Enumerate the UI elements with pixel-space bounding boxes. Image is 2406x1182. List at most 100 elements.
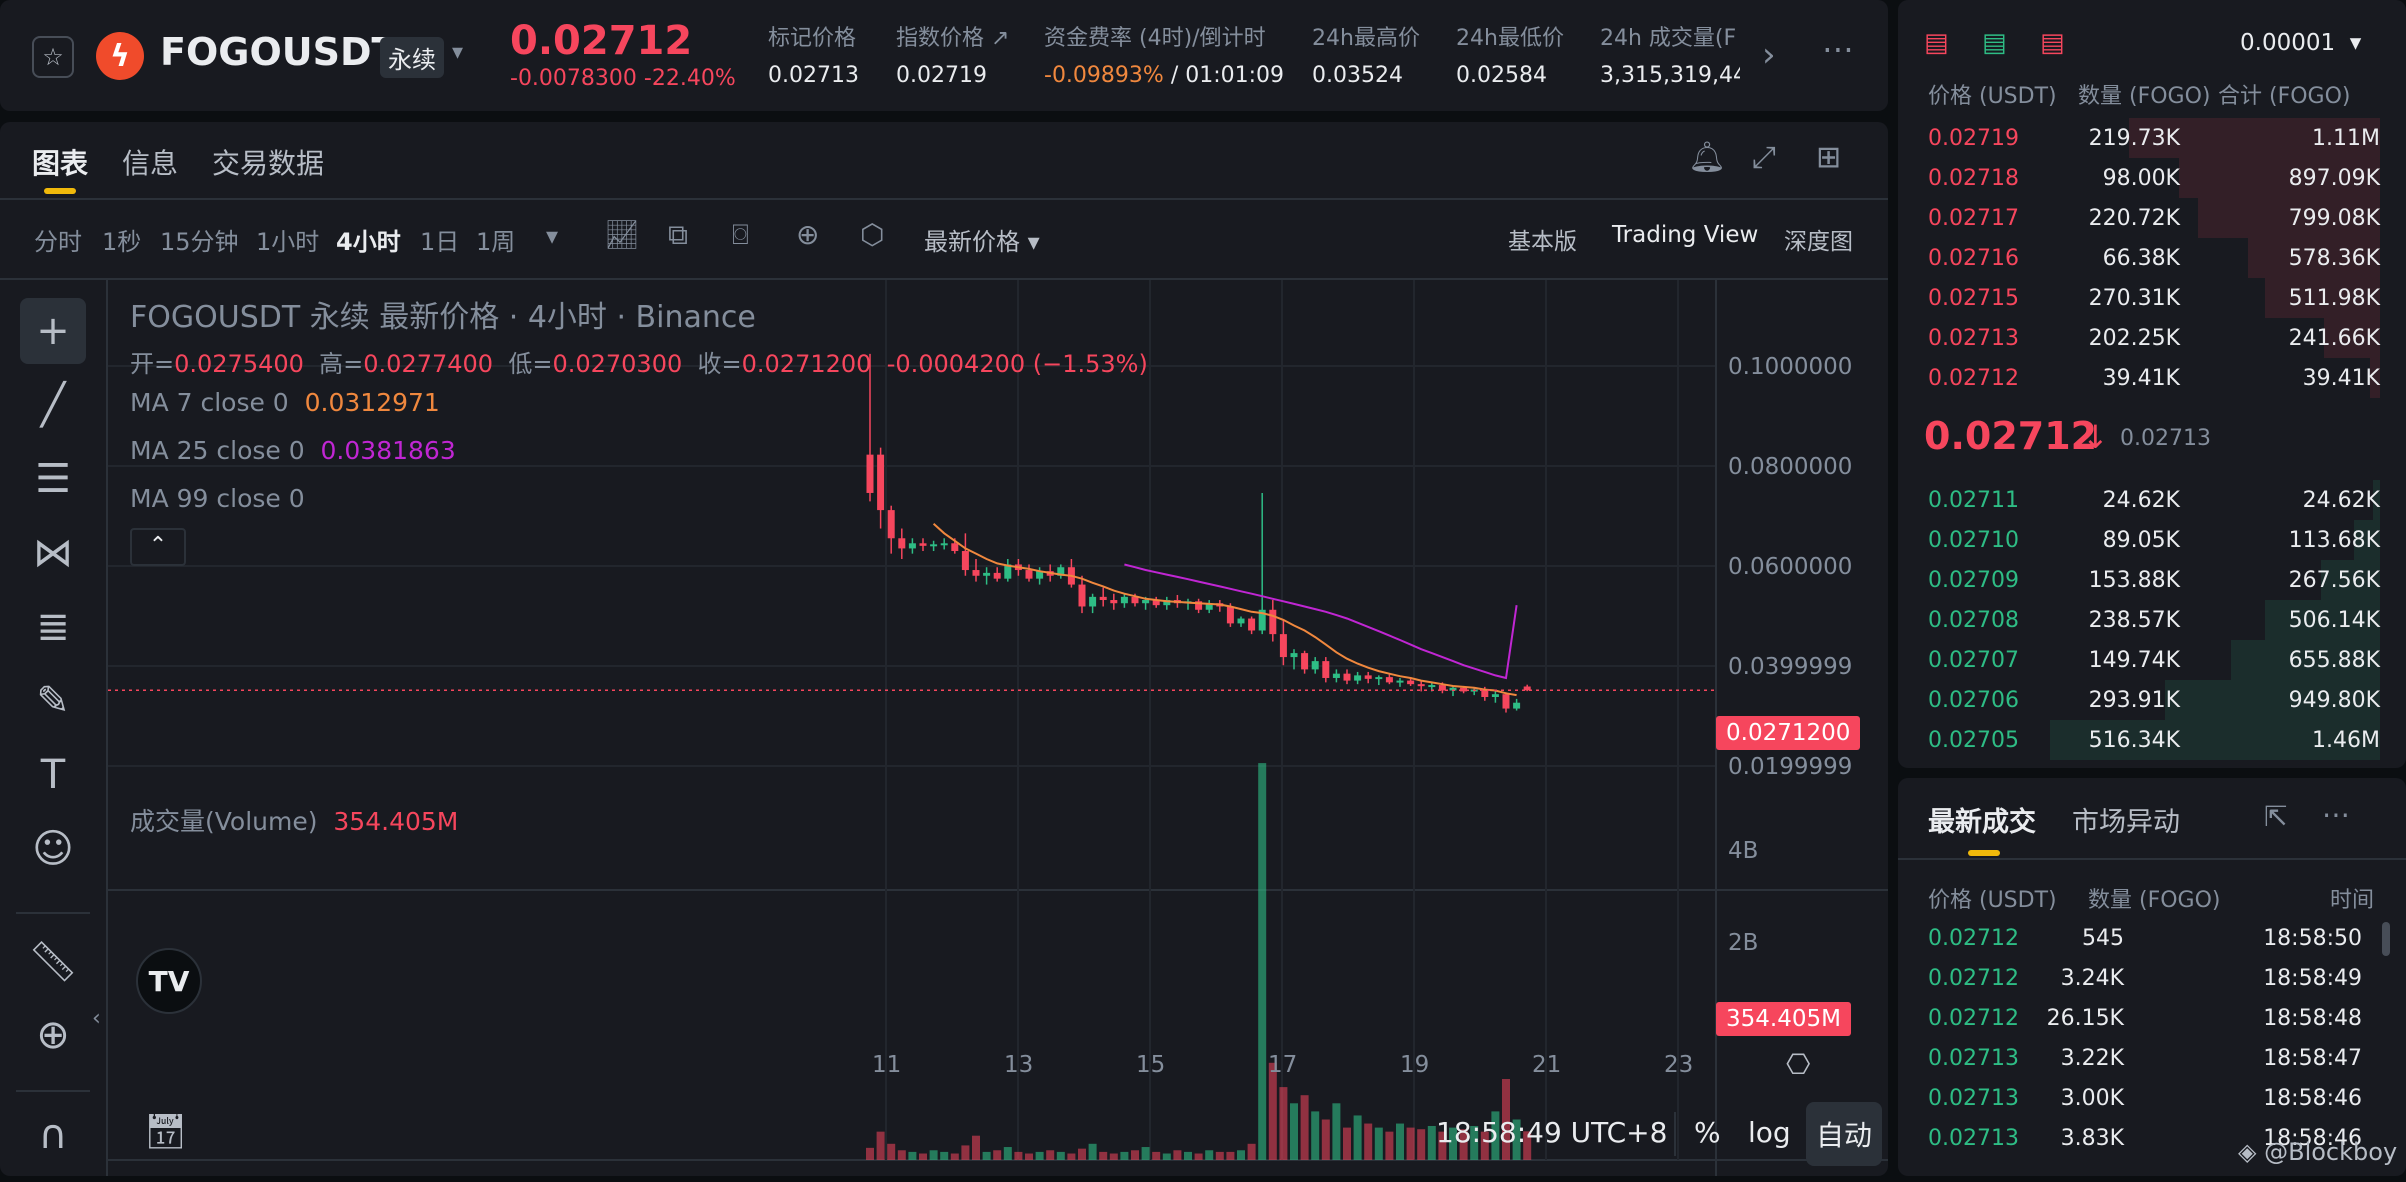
scroll-right-chevron-icon[interactable]: ›	[1762, 35, 1776, 75]
tf-1d[interactable]: 1日	[420, 228, 460, 256]
more-options-icon[interactable]: ⋯	[1822, 30, 1855, 68]
ask-row[interactable]: 0.02715 270.31K 511.98K	[1898, 278, 2406, 318]
trend-line-tool-icon[interactable]: ╱	[40, 382, 66, 428]
ask-row[interactable]: 0.02716 66.38K 578.36K	[1898, 238, 2406, 278]
divider	[0, 278, 1888, 280]
bid-total: 24.62K	[2302, 488, 2380, 513]
bid-row[interactable]: 0.02708 238.57K 506.14K	[1898, 600, 2406, 640]
index-price-label[interactable]: 指数价格 ↗	[896, 26, 1010, 51]
candle-body	[1460, 687, 1468, 692]
ask-row[interactable]: 0.02712 39.41K 39.41K	[1898, 358, 2406, 398]
view-tradingview[interactable]: Trading View	[1612, 222, 1759, 248]
funding-countdown: / 01:01:09	[1163, 63, 1285, 88]
collapse-legend-icon[interactable]: ⌃	[130, 528, 186, 566]
symbol-name[interactable]: FOGOUSDT	[160, 30, 398, 74]
ma25-value: 0.0381863	[320, 436, 456, 465]
layout-grid-icon[interactable]: ⊞	[1816, 140, 1842, 175]
emoji-tool-icon[interactable]: ☺	[32, 826, 74, 872]
blockboy-logo-icon: ◈	[2238, 1138, 2257, 1166]
divider	[106, 280, 108, 1176]
ob-header-total: 合计 (FOGO)	[2218, 84, 2351, 109]
indicator-icon[interactable]: 📈︎	[604, 218, 640, 251]
ask-row[interactable]: 0.02713 202.25K 241.66K	[1898, 318, 2406, 358]
zoom-in-tool-icon[interactable]: ⊕	[36, 1012, 70, 1058]
brush-tool-icon[interactable]: ✎	[36, 678, 70, 724]
ask-row[interactable]: 0.02718 98.00K 897.09K	[1898, 158, 2406, 198]
book-both-view-icon[interactable]: ▤	[1924, 28, 1949, 58]
camera-icon[interactable]: ⌼	[732, 218, 749, 251]
date-range-icon[interactable]: 📅︎	[144, 1112, 188, 1152]
bell-icon[interactable]: 🔔︎	[1688, 140, 1727, 175]
magnet-tool-icon[interactable]: ∩	[38, 1112, 68, 1158]
volume-bar	[1268, 1062, 1277, 1160]
tf-time[interactable]: 分时	[34, 228, 82, 256]
price-chart[interactable]	[108, 280, 1888, 1176]
horizontal-lines-tool-icon[interactable]: ☰	[35, 456, 71, 502]
pattern-tool-icon[interactable]: ⋈	[33, 530, 73, 576]
fullscreen-icon[interactable]: ⤢	[1752, 140, 1776, 175]
candle-body	[1237, 618, 1245, 624]
bid-row[interactable]: 0.02706 293.91K 949.80K	[1898, 680, 2406, 720]
bid-row[interactable]: 0.02710 89.05K 113.68K	[1898, 520, 2406, 560]
tf-1s[interactable]: 1秒	[102, 228, 142, 256]
settings-hex-icon[interactable]: ⬡	[860, 218, 885, 251]
tick-size-select[interactable]: 0.00001 ▾	[2240, 30, 2361, 56]
view-basic[interactable]: 基本版	[1508, 229, 1577, 255]
ob-mark-price: 0.02713	[2120, 426, 2211, 451]
candle-body	[940, 543, 948, 546]
volume-bar	[1502, 1079, 1510, 1160]
low-24h-label: 24h最低价	[1456, 26, 1564, 51]
text-tool-icon[interactable]: T	[40, 752, 66, 798]
ask-row[interactable]: 0.02717 220.72K 799.08K	[1898, 198, 2406, 238]
volume-bar	[1120, 1151, 1129, 1160]
collapse-toolbar-icon[interactable]: ‹	[92, 1006, 101, 1031]
ruler-tool-icon[interactable]: 📏︎	[27, 938, 79, 985]
axis-settings-icon[interactable]: ⎔	[1786, 1048, 1811, 1081]
ask-row[interactable]: 0.02719 219.73K 1.11M	[1898, 118, 2406, 158]
open-value: 0.0275400	[174, 350, 304, 378]
tab-chart[interactable]: 图表	[32, 142, 88, 194]
fib-tool-icon[interactable]: ≣	[36, 604, 70, 650]
percent-scale-button[interactable]: %	[1694, 1116, 1721, 1149]
symbol-dropdown-caret-icon[interactable]: ▾	[452, 40, 464, 65]
bid-row[interactable]: 0.02705 516.34K 1.46M	[1898, 720, 2406, 760]
popout-icon[interactable]: ⇱	[2264, 800, 2288, 833]
price-type-select[interactable]: 最新价格 ▾	[924, 222, 1040, 257]
candle-body	[1205, 603, 1213, 610]
log-scale-button[interactable]: log	[1748, 1116, 1791, 1149]
auto-scale-button[interactable]: 自动	[1806, 1102, 1883, 1166]
candle-body	[1396, 680, 1404, 683]
candle-type-icon[interactable]: ⧉	[668, 218, 688, 251]
tf-more-caret-icon[interactable]: ▾	[546, 222, 559, 250]
tab-market-movers[interactable]: 市场异动	[2072, 807, 2180, 838]
view-depth[interactable]: 深度图	[1784, 229, 1853, 255]
tab-latest-trades[interactable]: 最新成交	[1928, 807, 2036, 838]
bid-depth-bar	[2165, 680, 2380, 720]
trade-price: 0.02712	[1928, 1006, 2019, 1031]
bid-row[interactable]: 0.02711 24.62K 24.62K	[1898, 480, 2406, 520]
tradingview-logo-icon[interactable]: TV	[136, 948, 202, 1014]
book-asks-view-icon[interactable]: ▤	[2040, 28, 2065, 58]
bid-row[interactable]: 0.02707 149.74K 655.88K	[1898, 640, 2406, 680]
book-bids-view-icon[interactable]: ▤	[1982, 28, 2007, 58]
bid-total: 655.88K	[2288, 648, 2380, 673]
tab-trading-data[interactable]: 交易数据	[212, 147, 325, 180]
price-axis-tick: 0.1000000	[1728, 354, 1853, 380]
volume-bar	[1290, 1103, 1298, 1160]
bid-qty: 516.34K	[2088, 728, 2180, 753]
ask-qty: 270.31K	[2088, 286, 2180, 311]
tf-1w[interactable]: 1周	[476, 228, 516, 256]
tab-info[interactable]: 信息	[122, 147, 179, 180]
tf-4h[interactable]: 4小时	[336, 228, 401, 256]
tf-1h[interactable]: 1小时	[256, 228, 320, 256]
tf-15m[interactable]: 15分钟	[160, 228, 239, 256]
trades-more-icon[interactable]: ⋯	[2322, 798, 2350, 831]
tick-caret-icon: ▾	[2349, 30, 2362, 56]
bid-row[interactable]: 0.02709 153.88K 267.56K	[1898, 560, 2406, 600]
favorite-star-button[interactable]: ☆	[32, 36, 74, 78]
crosshair-tool-icon[interactable]: +	[20, 298, 86, 364]
trades-scrollbar[interactable]	[2382, 922, 2390, 956]
low-24h-value: 0.02584	[1456, 63, 1547, 88]
add-plus-icon[interactable]: ⊕	[796, 218, 820, 251]
candle-body	[898, 538, 906, 549]
